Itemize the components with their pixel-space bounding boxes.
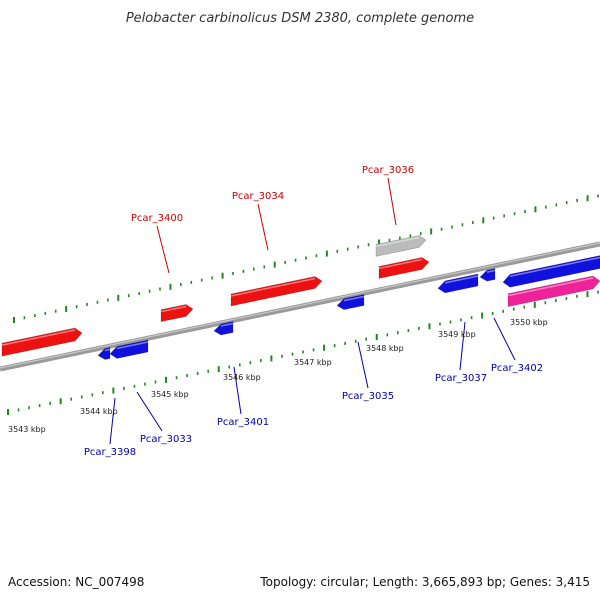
gene-arrow-forward-pink [507,275,600,308]
backbone [0,241,600,372]
gene-label: Pcar_3036 [362,165,414,176]
gene-arrow-forward [1,327,83,357]
gene-label: Pcar_3398 [84,447,136,458]
tick-label: 3545 kbp [151,390,189,399]
gene-leader-line [387,177,397,226]
gene-leader-line [156,225,170,274]
gene-arrow-reverse [502,255,600,288]
genome-summary-text: Topology: circular; Length: 3,665,893 bp… [259,575,590,589]
gene-leader-line [136,391,163,432]
gene-arrow-forward [378,257,430,279]
gene-label: Pcar_3035 [342,391,394,402]
tick-label: 3547 kbp [294,358,332,367]
gene-leader-line [233,366,242,415]
gene-arrow-reverse [336,294,365,310]
gene-arrow-reverse [213,321,234,336]
tick-labels: 3543 kbp 3544 kbp 3545 kbp 3546 kbp 3547 kbp… [8,318,548,434]
tick-label: 3549 kbp [438,330,476,339]
tick-label: 3548 kbp [366,344,404,353]
gene-arrow-forward [230,276,323,307]
outer-tick-track [13,194,599,323]
tick-label: 3543 kbp [8,425,46,434]
gene-leader-line [493,317,516,361]
gene-label: Pcar_3034 [232,191,284,202]
tick-label: 3550 kbp [510,318,548,327]
inner-tick-track [7,290,599,415]
map-title: Pelobacter carbinolicus DSM 2380, comple… [126,11,474,26]
gene-leader-line [109,397,116,445]
gene-label: Pcar_3400 [131,213,183,224]
tick-label: 3546 kbp [223,373,261,382]
gene-label: Pcar_3401 [217,417,269,428]
gene-label: Pcar_3037 [435,373,487,384]
gene-leader-line [459,321,466,371]
gene-arrow-forward [160,304,194,323]
tick-label: 3544 kbp [80,407,118,416]
gene-arrow-reverse [97,347,111,360]
gene-labels: Pcar_3400 Pcar_3034 Pcar_3036 Pcar_3398 Pcar… [84,165,543,458]
gene-arrow-reverse [109,339,149,359]
gene-label: Pcar_3402 [491,363,543,374]
gene-features [1,235,600,360]
gene-arrow-reverse [479,268,496,282]
accession-text: Accession: NC_007498 [8,575,144,589]
gene-arrow-reverse [437,273,479,294]
gene-leader-line [257,203,269,251]
gene-arrow-other [375,235,427,257]
gene-label: Pcar_3033 [140,434,192,445]
gene-leader-line [357,341,369,389]
